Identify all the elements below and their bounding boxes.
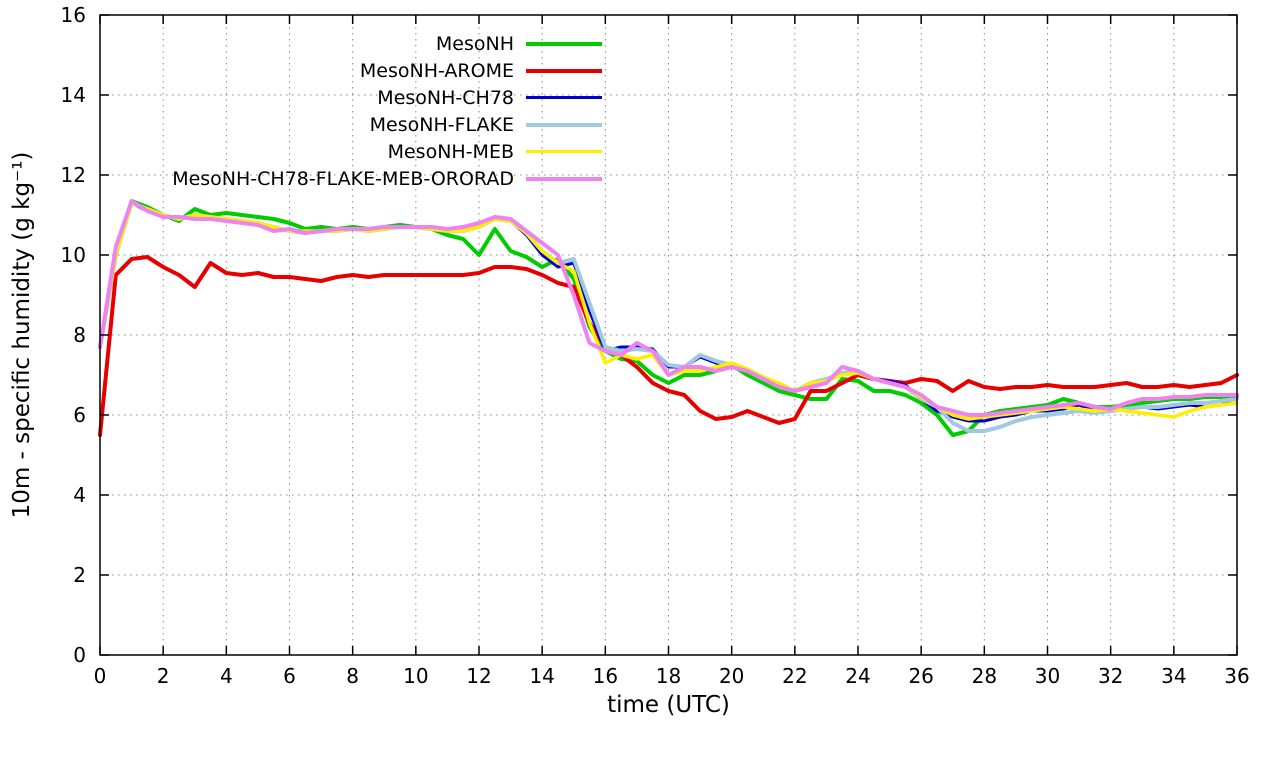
y-tick-label: 4 (73, 483, 86, 507)
x-tick-label: 12 (466, 664, 491, 688)
x-tick-label: 24 (845, 664, 870, 688)
legend-line-sample (526, 41, 602, 46)
y-tick-label: 14 (61, 83, 86, 107)
legend-label: MesoNH-MEB (387, 140, 514, 163)
x-tick-label: 34 (1161, 664, 1186, 688)
x-tick-label: 6 (283, 664, 296, 688)
y-tick-label: 8 (73, 323, 86, 347)
x-tick-label: 14 (529, 664, 554, 688)
x-tick-label: 2 (157, 664, 170, 688)
x-tick-label: 8 (346, 664, 359, 688)
y-tick-label: 16 (61, 3, 86, 27)
legend: MesoNH MesoNH-AROME MesoNH-CH78 MesoNH-F… (0, 30, 602, 192)
legend-label: MesoNH-FLAKE (369, 113, 514, 136)
y-tick-label: 12 (61, 163, 86, 187)
x-tick-label: 4 (220, 664, 233, 688)
x-axis-title: time (UTC) (607, 692, 730, 718)
x-tick-label: 30 (1035, 664, 1060, 688)
x-tick-label: 0 (94, 664, 107, 688)
legend-label: MesoNH (435, 32, 514, 55)
legend-item-flake: MesoNH-FLAKE (0, 111, 602, 138)
x-tick-label: 36 (1224, 664, 1249, 688)
legend-line-sample (526, 68, 602, 73)
legend-label: MesoNH-CH78-FLAKE-MEB-ORORAD (172, 167, 514, 190)
legend-item-ch78: MesoNH-CH78 (0, 84, 602, 111)
x-tick-label: 22 (782, 664, 807, 688)
series-line (98, 199, 1239, 417)
y-tick-label: 6 (73, 403, 86, 427)
legend-item-mesonh: MesoNH (0, 30, 602, 57)
legend-line-sample (526, 176, 602, 181)
x-tick-label: 20 (719, 664, 744, 688)
legend-item-meb: MesoNH-MEB (0, 138, 602, 165)
x-tick-label: 28 (972, 664, 997, 688)
legend-line-sample (526, 96, 602, 99)
x-tick-label: 16 (593, 664, 618, 688)
x-tick-label: 26 (908, 664, 933, 688)
x-tick-label: 32 (1098, 664, 1123, 688)
y-tick-label: 0 (73, 643, 86, 667)
legend-label: MesoNH-AROME (359, 59, 514, 82)
x-tick-label: 18 (656, 664, 681, 688)
legend-label: MesoNH-CH78 (377, 86, 514, 109)
legend-item-ororad: MesoNH-CH78-FLAKE-MEB-ORORAD (0, 165, 602, 192)
legend-line-sample (526, 149, 602, 154)
legend-line-sample (526, 122, 602, 127)
y-tick-label: 10 (61, 243, 86, 267)
legend-item-arome: MesoNH-AROME (0, 57, 602, 84)
y-tick-label: 2 (73, 563, 86, 587)
series-line (98, 255, 1239, 437)
x-tick-label: 10 (403, 664, 428, 688)
